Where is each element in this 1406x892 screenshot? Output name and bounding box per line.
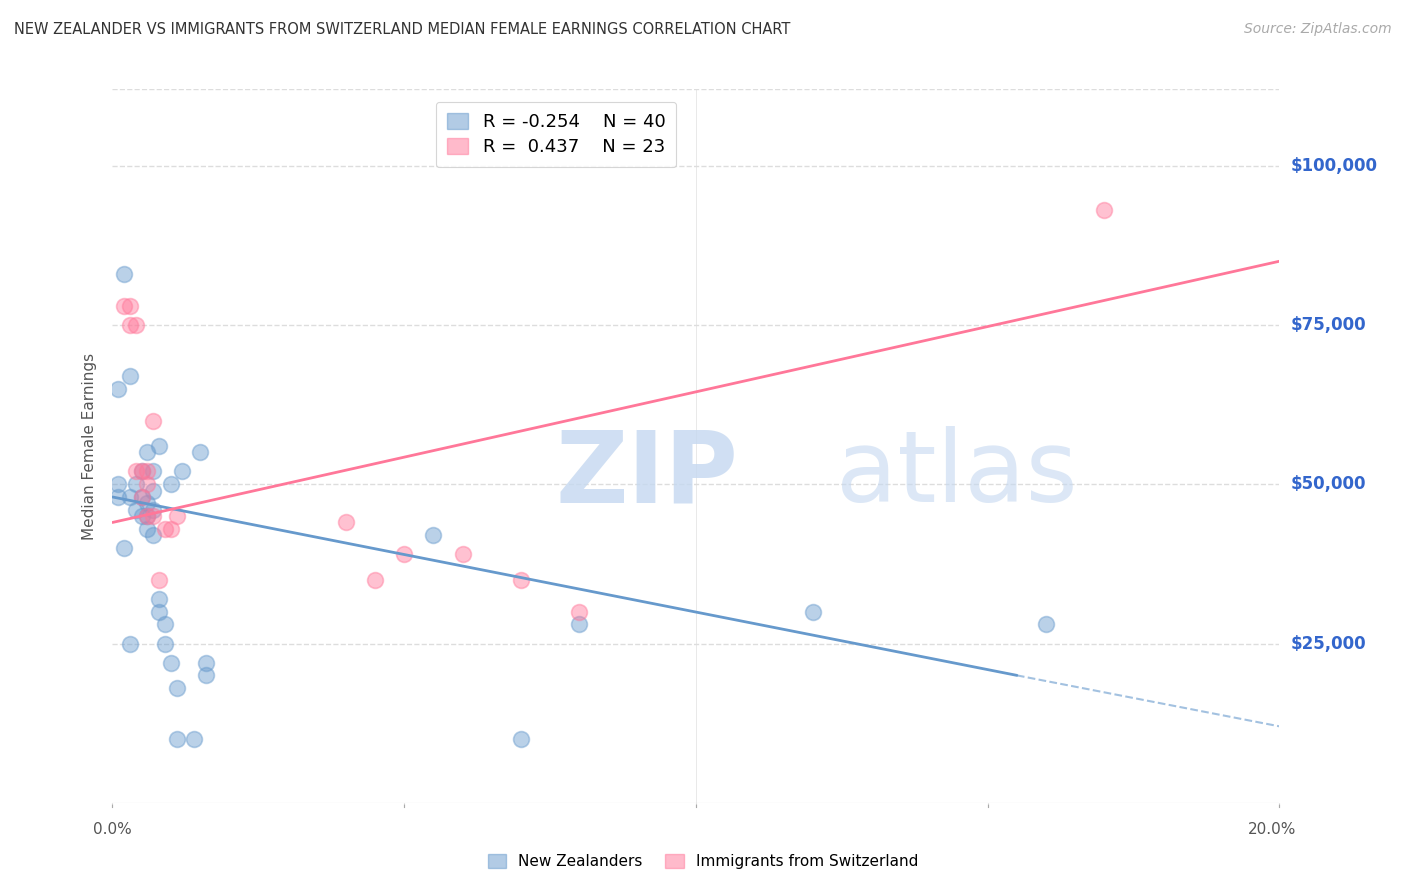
Point xyxy=(112,267,135,281)
Text: atlas: atlas xyxy=(837,426,1077,523)
Point xyxy=(107,490,129,504)
Point xyxy=(166,681,188,695)
Point xyxy=(148,439,170,453)
Point xyxy=(136,445,159,459)
Point xyxy=(1092,203,1115,218)
Text: $25,000: $25,000 xyxy=(1291,634,1367,653)
Point xyxy=(118,490,141,504)
Point xyxy=(118,318,141,332)
Point xyxy=(194,656,217,670)
Point xyxy=(107,382,129,396)
Text: $50,000: $50,000 xyxy=(1291,475,1367,493)
Point xyxy=(153,636,176,650)
Point xyxy=(142,502,165,516)
Point xyxy=(118,636,141,650)
Point xyxy=(136,477,159,491)
Point xyxy=(148,591,170,606)
Point xyxy=(131,465,153,479)
Point xyxy=(166,509,188,524)
Text: 0.0%: 0.0% xyxy=(93,822,132,837)
Point xyxy=(142,413,165,427)
Point xyxy=(188,445,211,459)
Point xyxy=(194,668,217,682)
Point xyxy=(136,465,159,479)
Point xyxy=(107,477,129,491)
Point xyxy=(568,605,591,619)
Point xyxy=(172,465,194,479)
Point xyxy=(153,617,176,632)
Text: $75,000: $75,000 xyxy=(1291,316,1367,334)
Point xyxy=(125,502,148,516)
Legend: New Zealanders, Immigrants from Switzerland: New Zealanders, Immigrants from Switzerl… xyxy=(481,848,925,875)
Point xyxy=(166,732,188,747)
Point xyxy=(509,573,531,587)
Point xyxy=(136,522,159,536)
Point xyxy=(142,528,165,542)
Point xyxy=(142,465,165,479)
Text: NEW ZEALANDER VS IMMIGRANTS FROM SWITZERLAND MEDIAN FEMALE EARNINGS CORRELATION : NEW ZEALANDER VS IMMIGRANTS FROM SWITZER… xyxy=(14,22,790,37)
Point xyxy=(153,522,176,536)
Point xyxy=(335,516,357,530)
Point xyxy=(125,477,148,491)
Text: 20.0%: 20.0% xyxy=(1249,822,1296,837)
Point xyxy=(568,617,591,632)
Point xyxy=(142,509,165,524)
Point xyxy=(509,732,531,747)
Point xyxy=(148,605,170,619)
Legend: R = -0.254    N = 40, R =  0.437    N = 23: R = -0.254 N = 40, R = 0.437 N = 23 xyxy=(436,102,676,167)
Point xyxy=(112,541,135,555)
Point xyxy=(142,483,165,498)
Point xyxy=(125,318,148,332)
Point xyxy=(801,605,824,619)
Point xyxy=(131,509,153,524)
Point xyxy=(136,509,159,524)
Point xyxy=(451,547,474,561)
Point xyxy=(183,732,205,747)
Point xyxy=(131,490,153,504)
Text: ZIP: ZIP xyxy=(555,426,738,523)
Point xyxy=(131,465,153,479)
Point xyxy=(422,528,444,542)
Point xyxy=(364,573,387,587)
Point xyxy=(160,477,183,491)
Point xyxy=(136,496,159,510)
Point xyxy=(125,465,148,479)
Point xyxy=(392,547,416,561)
Point xyxy=(160,522,183,536)
Point xyxy=(1035,617,1057,632)
Point xyxy=(112,299,135,313)
Point xyxy=(131,490,153,504)
Text: $100,000: $100,000 xyxy=(1291,157,1378,175)
Point xyxy=(148,573,170,587)
Point xyxy=(118,368,141,383)
Text: Source: ZipAtlas.com: Source: ZipAtlas.com xyxy=(1244,22,1392,37)
Y-axis label: Median Female Earnings: Median Female Earnings xyxy=(82,352,97,540)
Point xyxy=(160,656,183,670)
Point xyxy=(118,299,141,313)
Point xyxy=(136,509,159,524)
